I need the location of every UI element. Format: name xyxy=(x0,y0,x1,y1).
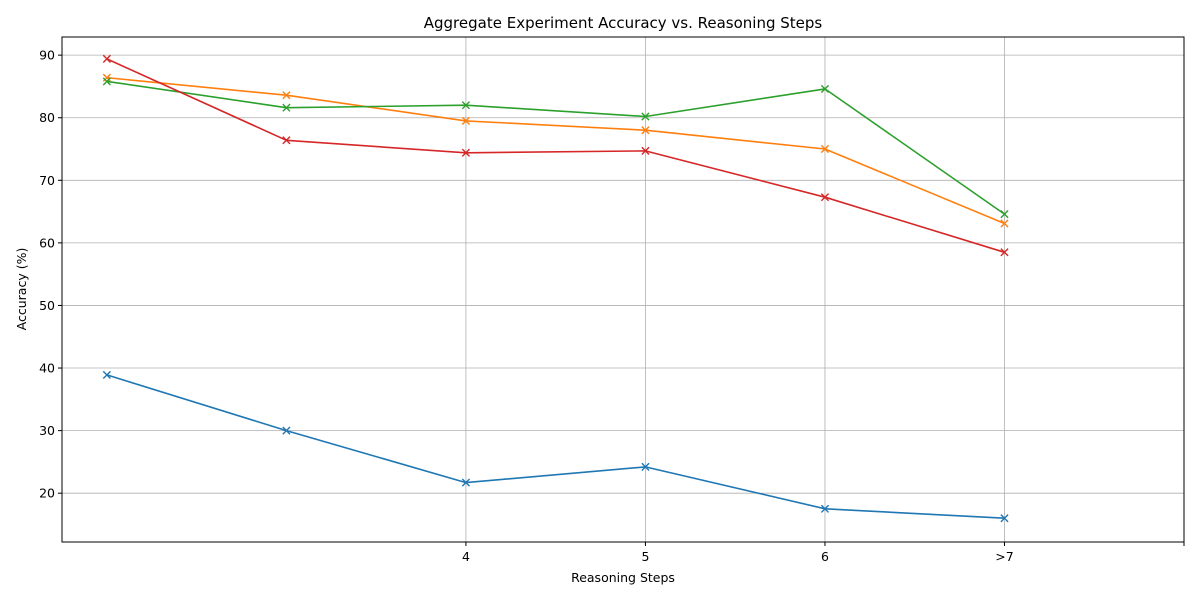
series-4 xyxy=(102,54,1009,257)
y-tick-label: 20 xyxy=(39,486,55,501)
data-point-marker xyxy=(461,101,471,110)
data-point-marker xyxy=(641,112,650,121)
data-point-marker xyxy=(102,370,111,380)
data-point-marker xyxy=(1000,209,1009,219)
data-point-marker xyxy=(1000,219,1009,228)
y-tick-label: 70 xyxy=(39,173,55,188)
data-point-marker xyxy=(461,478,471,487)
data-point-marker xyxy=(282,103,291,112)
y-tick-label: 40 xyxy=(39,361,55,376)
data-point-marker xyxy=(641,126,650,135)
series-2 xyxy=(102,73,1009,228)
data-point-marker xyxy=(282,136,291,145)
y-axis-label: Accuracy (%) xyxy=(14,248,29,331)
data-point-marker xyxy=(641,146,650,155)
data-point-marker xyxy=(820,504,830,513)
chart-title: Aggregate Experiment Accuracy vs. Reason… xyxy=(424,14,823,32)
data-point-marker xyxy=(820,84,830,94)
grid xyxy=(62,37,1185,542)
series-1 xyxy=(102,370,1009,523)
y-tick-label: 90 xyxy=(39,48,55,63)
series-line xyxy=(106,374,1005,519)
axes xyxy=(61,36,1185,543)
data-point-marker xyxy=(282,91,291,100)
series-line xyxy=(106,58,1005,254)
data-point-marker xyxy=(102,77,111,86)
ticks: 20 30 40 50 60 70 80 90 4 5 6 >7 xyxy=(39,48,1185,564)
x-tick-label: >7 xyxy=(995,549,1013,564)
x-tick-label: 4 xyxy=(462,549,470,564)
y-tick-label: 30 xyxy=(39,423,55,438)
data-point-marker xyxy=(820,193,830,202)
x-axis-label: Reasoning Steps xyxy=(571,570,675,585)
data-point-marker xyxy=(102,73,111,82)
y-tick-label: 60 xyxy=(39,235,55,250)
data-point-marker xyxy=(461,116,471,125)
series-3 xyxy=(102,77,1009,219)
y-tick-label: 80 xyxy=(39,110,55,125)
data-point-marker xyxy=(1000,248,1009,257)
data-point-marker xyxy=(461,148,471,157)
y-tick-label: 50 xyxy=(39,298,55,313)
data-point-marker xyxy=(820,144,830,154)
plot-frame xyxy=(61,36,1185,543)
series-layer xyxy=(102,54,1009,523)
data-point-marker xyxy=(1000,514,1009,523)
data-point-marker xyxy=(102,54,111,63)
series-line xyxy=(106,76,1005,225)
data-point-marker xyxy=(641,462,650,472)
data-point-marker xyxy=(282,426,291,435)
series-line xyxy=(106,80,1005,215)
x-tick-label: 6 xyxy=(821,549,829,564)
x-tick-label: 5 xyxy=(641,549,649,564)
